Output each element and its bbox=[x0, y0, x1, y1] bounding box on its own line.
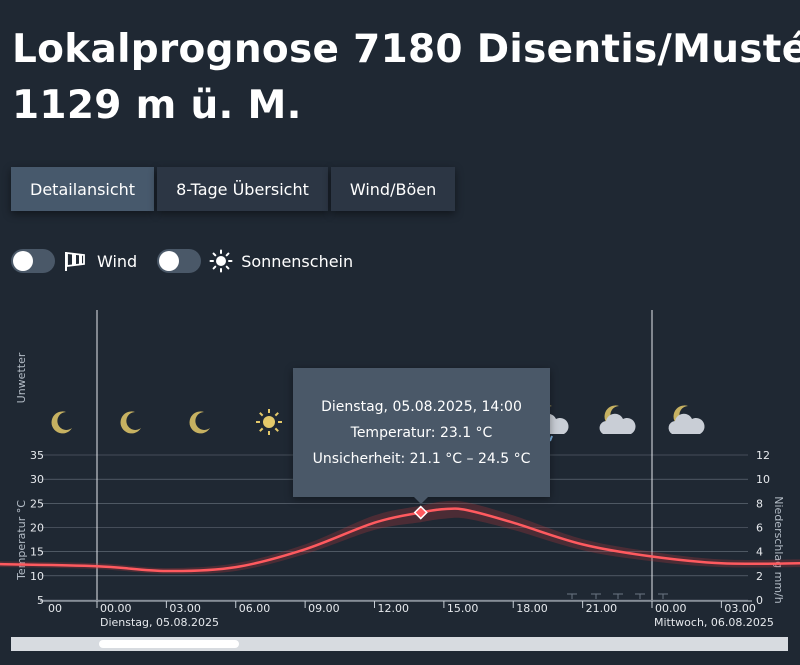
highlight-point[interactable] bbox=[413, 505, 428, 520]
chart-tooltip: Dienstag, 05.08.2025, 14:00 Temperatur: … bbox=[293, 368, 550, 497]
x-tick-label: 06.00 bbox=[239, 602, 271, 615]
tab-detailansicht[interactable]: Detailansicht bbox=[11, 167, 155, 211]
y-tick-label-right: 6 bbox=[756, 522, 763, 535]
moon-icon bbox=[189, 411, 210, 434]
y-axis-left-ticks: 3530252015105 bbox=[30, 449, 44, 607]
x-tick-label: 00 bbox=[48, 602, 62, 615]
tooltip-arrow bbox=[413, 496, 429, 504]
y-tick-label-left: 25 bbox=[30, 497, 44, 510]
y-axis-label-right: Niederschlag mm/h bbox=[772, 496, 785, 603]
x-tick-label: 21.00 bbox=[586, 602, 618, 615]
tooltip-uncertainty: Unsicherheit: 21.1 °C – 24.5 °C bbox=[312, 451, 531, 467]
highlight-marker bbox=[413, 505, 428, 520]
precipitation-marks bbox=[567, 593, 668, 599]
y-tick-label-right: 2 bbox=[756, 570, 763, 583]
page-title-line1: Lokalprognose 7180 Disentis/Mustér, bbox=[12, 27, 800, 72]
wind-icon bbox=[63, 250, 89, 272]
x-tick-label: 09.00 bbox=[308, 602, 340, 615]
sun-switch-knob bbox=[159, 251, 180, 271]
y-tick-label-left: 10 bbox=[30, 570, 44, 583]
y-tick-label-left: 30 bbox=[30, 473, 44, 486]
cloud-moon-icon bbox=[599, 405, 636, 434]
x-tick-label: 12.00 bbox=[378, 602, 410, 615]
forecast-chart[interactable]: Unwetter Temperatur °C Niederschlag mm/h… bbox=[0, 310, 800, 632]
y-tick-label-right: 8 bbox=[756, 497, 763, 510]
tab-bar: Detailansicht 8-Tage Übersicht Wind/Böen bbox=[11, 167, 456, 211]
day-label: Mittwoch, 06.08.2025 bbox=[654, 616, 774, 629]
sun-icon bbox=[209, 249, 233, 273]
tooltip-datetime: Dienstag, 05.08.2025, 14:00 bbox=[321, 399, 522, 415]
cloud-moon-icon bbox=[668, 405, 705, 434]
chart-scrollbar[interactable] bbox=[11, 637, 788, 651]
moon-icon bbox=[120, 411, 141, 434]
y-tick-label-right: 0 bbox=[756, 594, 763, 607]
uncertainty-band bbox=[0, 500, 800, 575]
x-tick-label: 18.00 bbox=[516, 602, 548, 615]
x-tick-label: 00.00 bbox=[100, 602, 132, 615]
x-tick-label: 15.00 bbox=[447, 602, 479, 615]
sun-icon bbox=[256, 409, 282, 435]
y-tick-label-right: 4 bbox=[756, 546, 763, 559]
y-tick-label-right: 10 bbox=[756, 473, 770, 486]
tab-8-tage-uebersicht[interactable]: 8-Tage Übersicht bbox=[157, 167, 328, 211]
y-tick-label-right: 12 bbox=[756, 449, 770, 462]
toggle-bar: Wind Sonnenschein bbox=[11, 249, 373, 273]
scrollbar-thumb[interactable] bbox=[99, 640, 240, 648]
y-axis-label-left: Temperatur °C bbox=[15, 500, 28, 581]
y-tick-label-left: 20 bbox=[30, 522, 44, 535]
tooltip-temperature: Temperatur: 23.1 °C bbox=[350, 425, 493, 441]
x-tick-label: 00.00 bbox=[655, 602, 687, 615]
x-axis-ticks: 00 00.00 03.00 06.00 09.00 12.00 15.00 18.00 21.… bbox=[40, 600, 756, 615]
sun-switch[interactable] bbox=[157, 249, 202, 273]
x-tick-label: 03.00 bbox=[724, 602, 756, 615]
wind-toggle-label: Wind bbox=[97, 251, 138, 271]
wind-switch[interactable] bbox=[11, 249, 55, 273]
sun-toggle: Sonnenschein bbox=[157, 249, 353, 273]
page-title-line2: 1129 m ü. M. bbox=[12, 83, 302, 128]
y-tick-label-left: 15 bbox=[30, 546, 44, 559]
day-label: Dienstag, 05.08.2025 bbox=[100, 616, 219, 629]
x-tick-label: 03.00 bbox=[169, 602, 201, 615]
tab-wind-boeen[interactable]: Wind/Böen bbox=[330, 167, 456, 211]
unwetter-band-label: Unwetter bbox=[15, 352, 28, 403]
y-tick-label-left: 35 bbox=[30, 449, 44, 462]
temperature-line bbox=[0, 507, 800, 573]
page-title: Lokalprognose 7180 Disentis/Mustér, 1129… bbox=[12, 22, 800, 134]
moon-icon bbox=[51, 411, 72, 434]
wind-toggle: Wind bbox=[11, 249, 137, 273]
sun-toggle-label: Sonnenschein bbox=[241, 251, 354, 271]
wind-switch-knob bbox=[13, 251, 33, 271]
y-axis-right-ticks: 12 10 8 6 4 2 0 bbox=[756, 449, 770, 607]
